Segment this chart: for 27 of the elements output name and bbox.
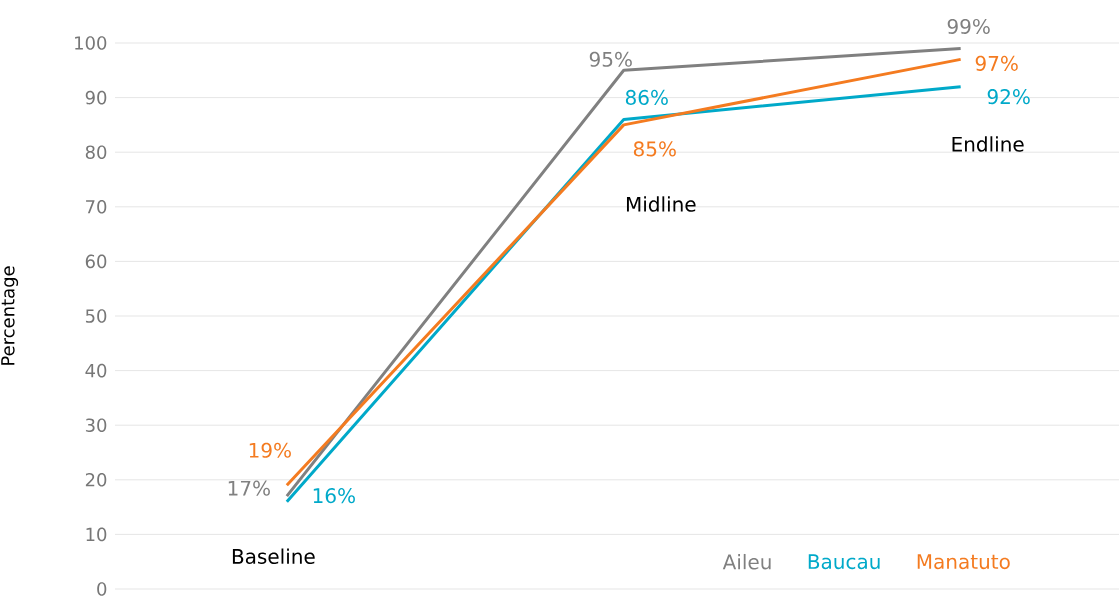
data-label: 99% xyxy=(947,18,990,35)
y-tick-label: 90 xyxy=(85,90,107,105)
x-tick-label: Endline xyxy=(952,136,1024,152)
y-tick-label: 0 xyxy=(97,582,107,596)
y-tick-label: 10 xyxy=(86,527,107,542)
text: Manatuto xyxy=(917,554,1010,570)
data-label: 17% xyxy=(228,480,270,496)
data-label: 19% xyxy=(249,442,291,458)
y-tick-label: 50 xyxy=(85,309,107,323)
data-label: 92% xyxy=(987,89,1030,105)
y-tick-label: 20 xyxy=(85,472,107,487)
text: Aileu xyxy=(722,553,771,570)
y-axis-title: Percentage xyxy=(1,266,19,365)
x-tick-label: Baseline xyxy=(232,548,315,564)
data-label: 86% xyxy=(625,89,668,105)
y-tick-label: 70 xyxy=(86,199,107,214)
data-label: 97% xyxy=(975,55,1018,71)
data-label: 95% xyxy=(589,51,632,67)
y-tick-label: 100 xyxy=(75,36,107,50)
x-tick-label: Midline xyxy=(626,196,696,212)
y-tick-label: 40 xyxy=(85,363,107,378)
data-label: 85% xyxy=(633,141,676,157)
y-tick-label: 80 xyxy=(85,145,107,159)
y-tick-label: 60 xyxy=(85,254,107,269)
text: Baucau xyxy=(808,554,880,570)
data-label: 16% xyxy=(313,488,355,504)
y-tick-label: 30 xyxy=(85,418,107,432)
